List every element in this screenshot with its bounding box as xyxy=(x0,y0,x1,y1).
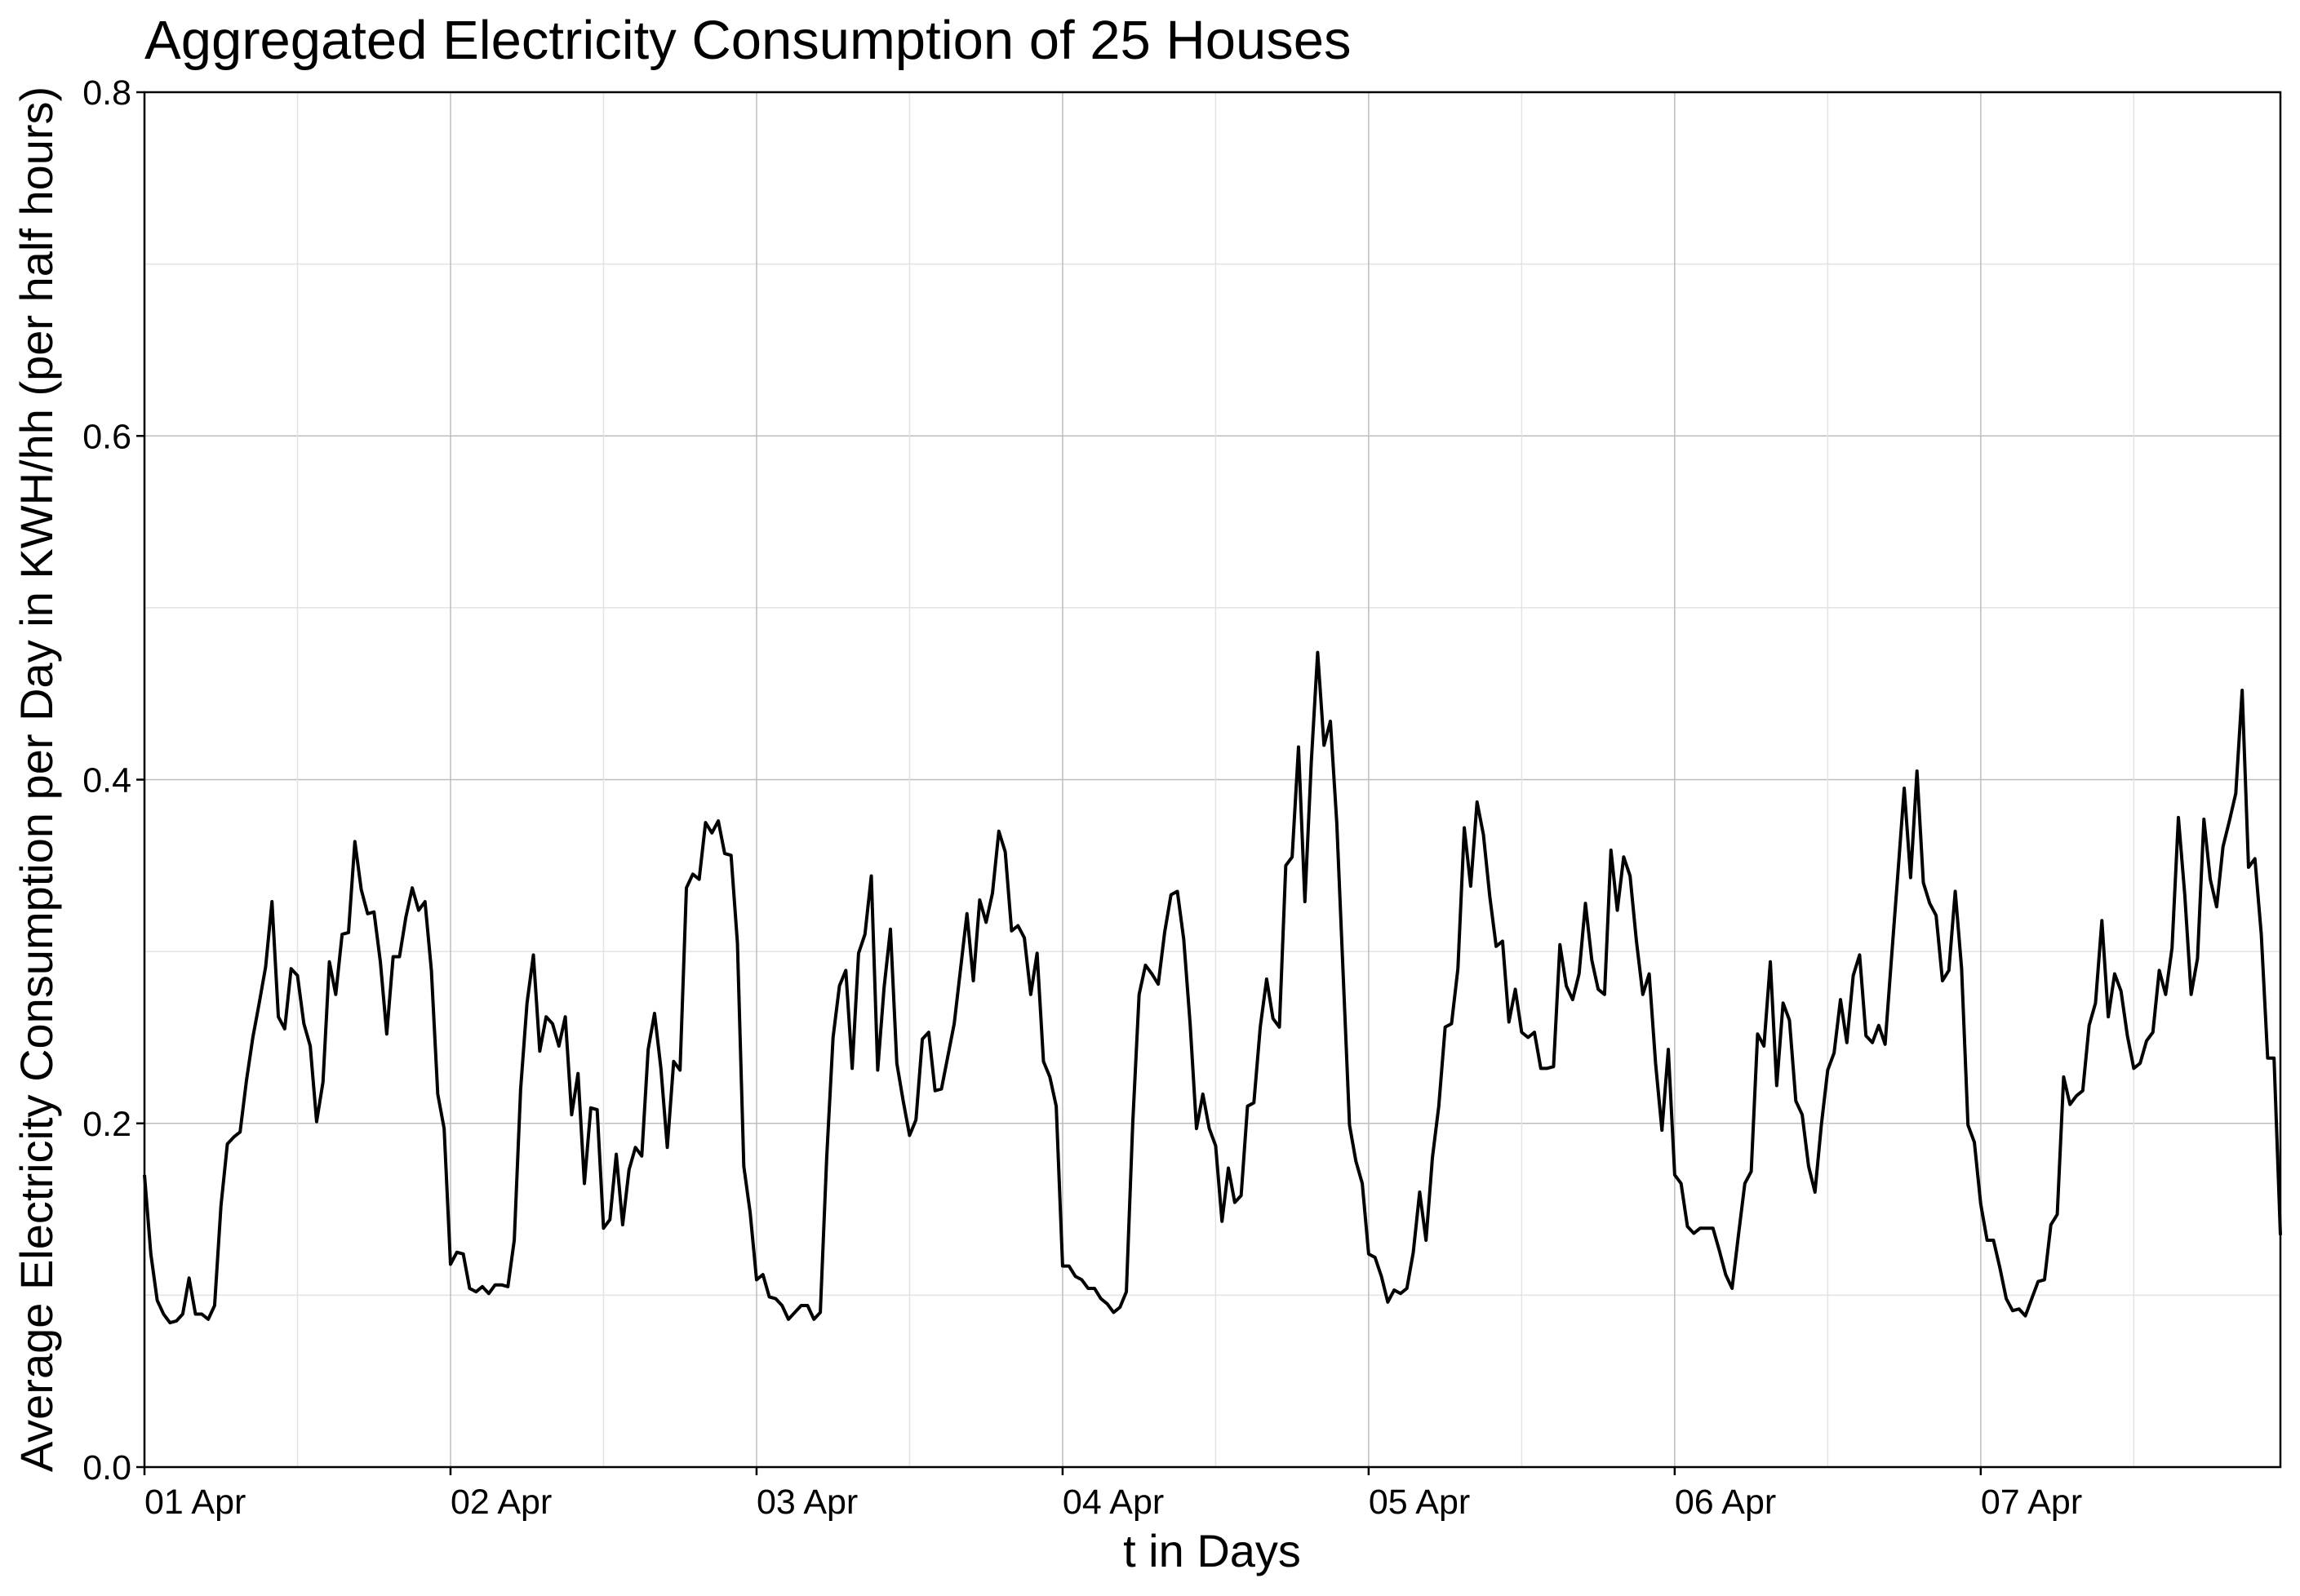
y-tick-label: 0.2 xyxy=(82,1105,131,1144)
y-axis-title: Average Electricity Consumption per Day … xyxy=(11,86,62,1472)
y-tick-label: 0.0 xyxy=(82,1448,131,1487)
y-tick-label: 0.6 xyxy=(82,417,131,456)
x-tick-label: 04 Apr xyxy=(1063,1483,1164,1522)
series-line xyxy=(143,650,2282,1325)
x-tick-label: 07 Apr xyxy=(1981,1483,2082,1522)
chart-title: Aggregated Electricity Consumption of 25… xyxy=(144,10,1352,71)
grid xyxy=(144,91,2280,1468)
x-axis: 01 Apr 02 Apr 03 Apr 04 Apr 05 Apr 06 Apr 07 A… xyxy=(143,1467,2082,1522)
x-tick-label: 02 Apr xyxy=(451,1483,552,1522)
y-axis: 0.0 0.2 0.4 0.6 0.8 xyxy=(82,73,144,1487)
series-layer xyxy=(143,650,2282,1325)
y-tick-label: 0.4 xyxy=(82,761,131,800)
y-tick-label: 0.8 xyxy=(82,73,131,113)
x-tick-label: 06 Apr xyxy=(1675,1483,1776,1522)
x-tick-label: 03 Apr xyxy=(757,1483,858,1522)
x-tick-label: 01 Apr xyxy=(144,1483,246,1522)
x-axis-title: t in Days xyxy=(1123,1525,1301,1576)
x-tick-label: 05 Apr xyxy=(1369,1483,1470,1522)
